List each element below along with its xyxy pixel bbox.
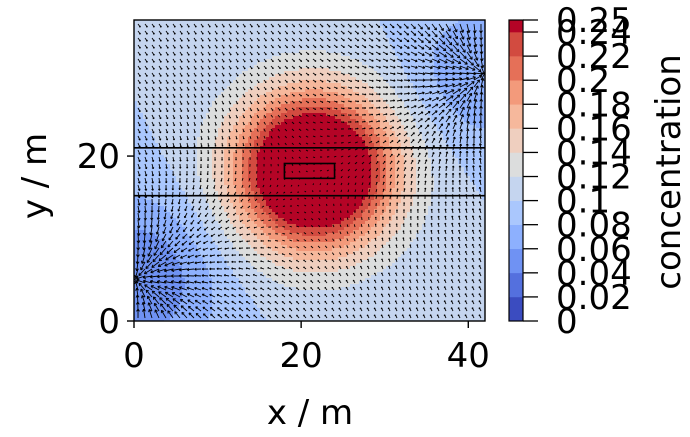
y-tick-label: 20 [77, 137, 120, 177]
source-rectangle [283, 162, 336, 180]
concentration-field [134, 20, 485, 321]
plot-frame [133, 19, 486, 322]
colorbar-tick-label: 0.1 [556, 182, 610, 222]
colorbar-tick-label: 0.2 [556, 61, 610, 101]
colorbar-segment [509, 20, 523, 33]
x-axis-label: x / m [267, 393, 353, 433]
axes: 0 20 40 0 20 [77, 19, 490, 376]
colorbar-segment [509, 224, 523, 250]
colorbar-segment [509, 272, 523, 298]
colorbar-frame [508, 19, 524, 322]
colorbar-segment [509, 248, 523, 274]
y-axis-label: y / m [15, 133, 55, 219]
colorbar-segment [509, 80, 523, 105]
x-tick-label: 0 [123, 336, 145, 376]
colorbar-tick-label: 0.02 [556, 278, 632, 318]
colorbar-tick-label: 0.06 [556, 230, 632, 270]
x-tick-label: 20 [280, 336, 323, 376]
colorbar-label: concentration [649, 54, 689, 289]
colorbar-segment [509, 128, 523, 153]
colorbar: 00.020.040.060.080.10.120.140.160.180.20… [508, 1, 632, 342]
colorbar-segment [509, 296, 523, 322]
y-tick-label: 0 [98, 302, 120, 342]
colorbar-segment [509, 104, 523, 129]
colorbar-tick-label: 0.24 [556, 13, 632, 53]
colorbar-segment [509, 176, 523, 201]
colorbar-segment [509, 56, 523, 81]
colorbar-tick-label: 0.25 [556, 1, 632, 41]
colorbar-segment [509, 200, 523, 225]
colorbar-tick-label: 0.04 [556, 254, 632, 294]
colorbar-tick-label: 0.16 [556, 109, 632, 149]
plot-area [134, 20, 485, 321]
colorbar-segment [509, 152, 523, 177]
colorbar-tick-label: 0.14 [556, 133, 632, 173]
x-tick-label: 40 [447, 336, 490, 376]
colorbar-tick-label: 0.18 [556, 85, 632, 125]
velocity-arrows [134, 23, 485, 319]
colorbar-tick-label: 0.08 [556, 206, 632, 246]
colorbar-tick-label: 0.12 [556, 158, 632, 198]
colorbar-tick-label: 0 [556, 302, 578, 342]
colorbar-segment [509, 32, 523, 57]
colorbar-tick-label: 0.22 [556, 37, 632, 77]
